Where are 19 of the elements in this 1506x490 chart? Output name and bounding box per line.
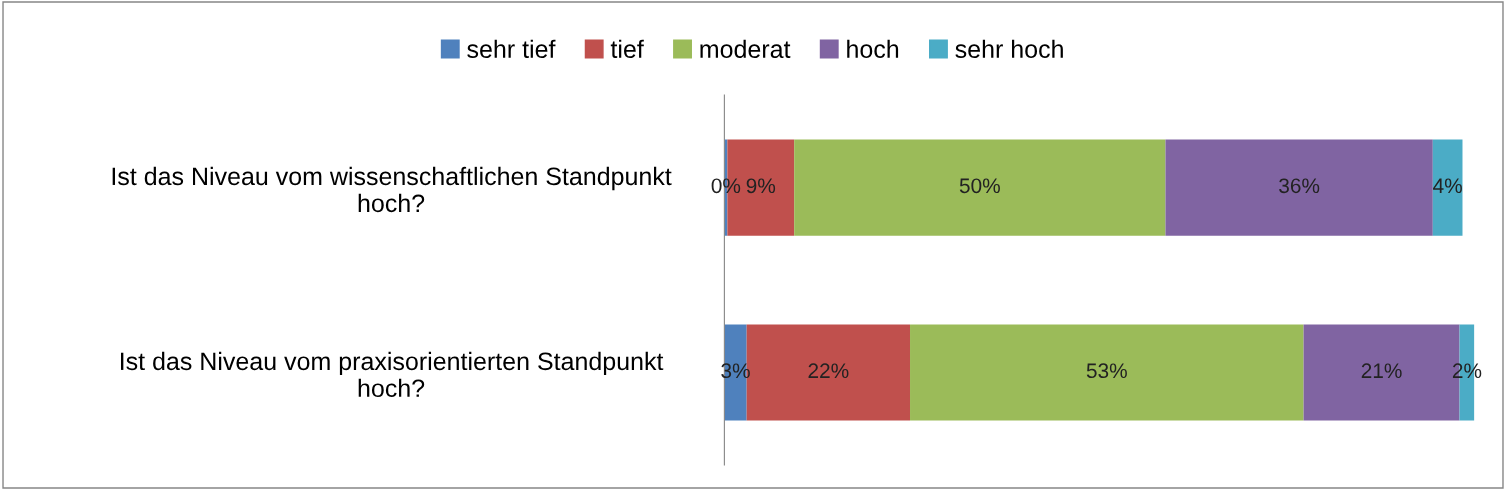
legend-label: moderat	[700, 39, 791, 59]
data-label: 9%	[746, 178, 776, 194]
bar	[1432, 139, 1463, 236]
legend-label: tief	[610, 39, 644, 59]
data-label: 22%	[808, 363, 849, 379]
data-label: 21%	[1361, 363, 1402, 379]
data-label: 53%	[1086, 363, 1127, 379]
bar	[910, 324, 1304, 421]
legend-label: sehr tief	[467, 39, 556, 59]
data-label: 0%	[711, 178, 741, 194]
bar	[794, 139, 1166, 236]
legend-label: sehr hoch	[955, 39, 1063, 59]
data-label: 4%	[1433, 178, 1462, 194]
y-tick-label: Ist das Niveau vom praxisorientierten Standpunkt hoch?	[121, 351, 664, 398]
data-label: 36%	[1279, 178, 1320, 194]
y-tick-label: Ist das Niveau vom wissenschaftlichen Standpunkt hoch?	[112, 166, 672, 213]
data-label: 50%	[959, 178, 1000, 194]
legend-label: hoch	[847, 39, 899, 59]
bar	[1165, 139, 1433, 236]
